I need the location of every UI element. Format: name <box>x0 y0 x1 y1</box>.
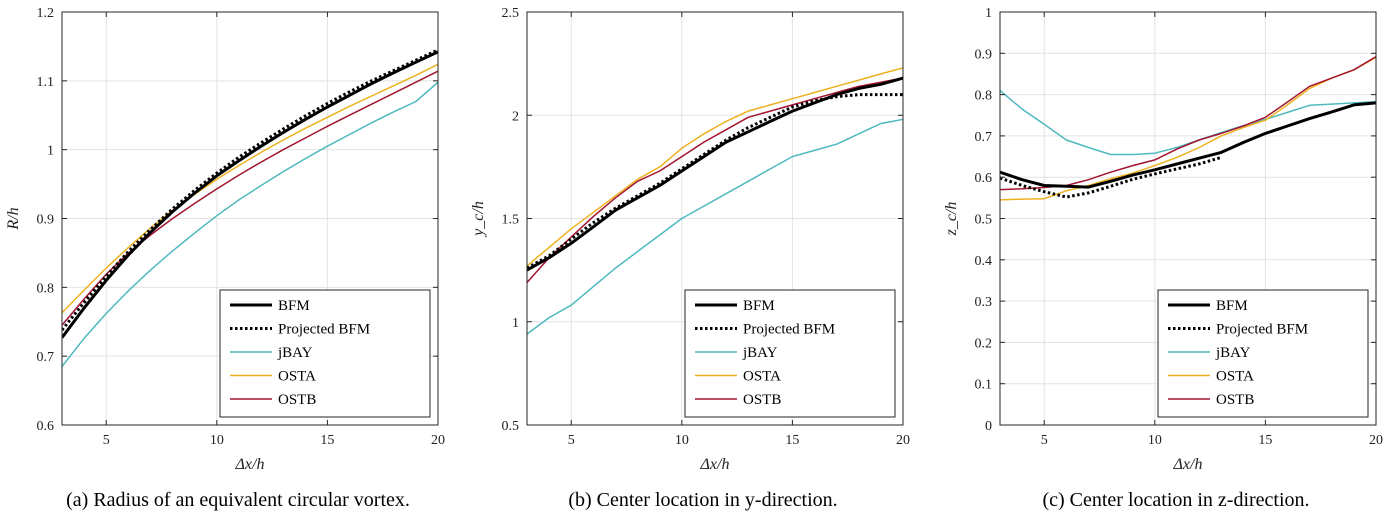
legend-label: OSTA <box>1216 369 1254 385</box>
x-tick-label: 5 <box>103 433 110 448</box>
y-tick-label: 1.1 <box>37 75 55 90</box>
x-tick-label: 5 <box>568 433 575 448</box>
x-axis-label: Δx/h <box>235 456 265 473</box>
legend-label: BFM <box>1216 298 1248 314</box>
figure-caption: (c) Center location in z-direction. <box>1042 489 1309 511</box>
series-line-jbay <box>62 81 438 367</box>
x-tick-label: 20 <box>431 433 445 448</box>
x-tick-label: 10 <box>1148 433 1162 448</box>
x-tick-label: 10 <box>210 433 224 448</box>
x-tick-label: 15 <box>785 433 799 448</box>
y-tick-label: 2 <box>512 109 519 124</box>
series-line-osta <box>62 63 438 314</box>
series-line-projected-bfm <box>527 93 903 270</box>
y-tick-label: 1.2 <box>37 6 55 21</box>
y-tick-label: 0.6 <box>975 171 993 186</box>
series-line-projected-bfm <box>62 48 438 331</box>
y-tick-label: 1 <box>512 316 519 331</box>
figure-caption: (b) Center location in y-direction. <box>568 489 837 511</box>
x-tick-label: 5 <box>1041 433 1048 448</box>
legend-label: OSTB <box>743 392 781 408</box>
y-tick-label: 0.7 <box>37 350 55 365</box>
y-tick-label: 0.7 <box>975 130 993 145</box>
legend-label: OSTA <box>278 369 316 385</box>
y-tick-label: 0.9 <box>975 47 993 62</box>
y-tick-label: 0.1 <box>975 378 993 393</box>
legend-label: jBAY <box>277 345 313 361</box>
series-line-osta <box>1000 56 1376 201</box>
y-tick-label: 1 <box>985 6 992 21</box>
series-line-osta <box>527 67 903 267</box>
panel-c: 5 10 15 20 0 0.1 0.2 0.3 0.4 0.5 0.6 0.7 0.8 0.9 1 Δx/h… <box>943 6 1383 511</box>
y-tick-label: 0.3 <box>975 295 993 310</box>
x-axis-label: Δx/h <box>700 456 730 473</box>
legend-label: Projected BFM <box>278 322 370 338</box>
series-line-bfm <box>62 50 438 339</box>
y-tick-label: 0.6 <box>37 419 55 434</box>
y-tick-label: 0.8 <box>975 89 993 104</box>
legend-label: OSTB <box>278 392 316 408</box>
legend-label: OSTA <box>743 369 781 385</box>
series-line-bfm <box>1000 101 1376 189</box>
x-tick-label: 10 <box>675 433 689 448</box>
legend-label: OSTB <box>1216 392 1254 408</box>
y-axis-label: y_c/h <box>470 201 487 238</box>
legend-label: BFM <box>743 298 775 314</box>
figure-caption: (a) Radius of an equivalent circular vor… <box>66 489 410 511</box>
x-tick-label: 20 <box>896 433 910 448</box>
series-line-jbay <box>527 118 903 335</box>
y-tick-label: 0.4 <box>975 254 993 269</box>
y-tick-label: 0.2 <box>975 336 993 351</box>
x-tick-label: 15 <box>320 433 334 448</box>
series-line-ostb <box>527 77 903 283</box>
x-tick-label: 20 <box>1369 433 1383 448</box>
y-axis-label: R/h <box>5 207 22 230</box>
legend-label: Projected BFM <box>743 322 835 338</box>
panel-a: 5 10 15 20 0.6 0.7 0.8 0.9 1 1.1 1.2 Δx/h R/h BFM Proj… <box>5 6 445 511</box>
legend-box <box>219 289 431 418</box>
y-axis-label: z_c/h <box>943 202 960 237</box>
legend-box <box>1157 289 1369 418</box>
y-tick-label: 1.5 <box>502 213 520 228</box>
legend-label: jBAY <box>1215 345 1251 361</box>
y-tick-label: 0.5 <box>502 419 520 434</box>
y-tick-label: 0 <box>985 419 992 434</box>
y-tick-label: 0.9 <box>37 213 55 228</box>
legend-label: Projected BFM <box>1216 322 1308 338</box>
panel-b: 5 10 15 20 0.5 1 1.5 2 2.5 Δx/h y_c/h BFM Projected … <box>470 6 910 511</box>
y-tick-label: 0.8 <box>37 281 55 296</box>
legend-label: jBAY <box>742 345 778 361</box>
x-axis-label: Δx/h <box>1173 456 1203 473</box>
y-tick-label: 0.5 <box>975 213 993 228</box>
y-tick-label: 2.5 <box>502 6 520 21</box>
series-line-bfm <box>527 76 903 272</box>
x-tick-label: 15 <box>1258 433 1272 448</box>
legend-label: BFM <box>278 298 310 314</box>
legend-box <box>684 289 896 418</box>
series-line-projected-bfm <box>1000 155 1222 199</box>
y-tick-label: 1 <box>47 144 54 159</box>
